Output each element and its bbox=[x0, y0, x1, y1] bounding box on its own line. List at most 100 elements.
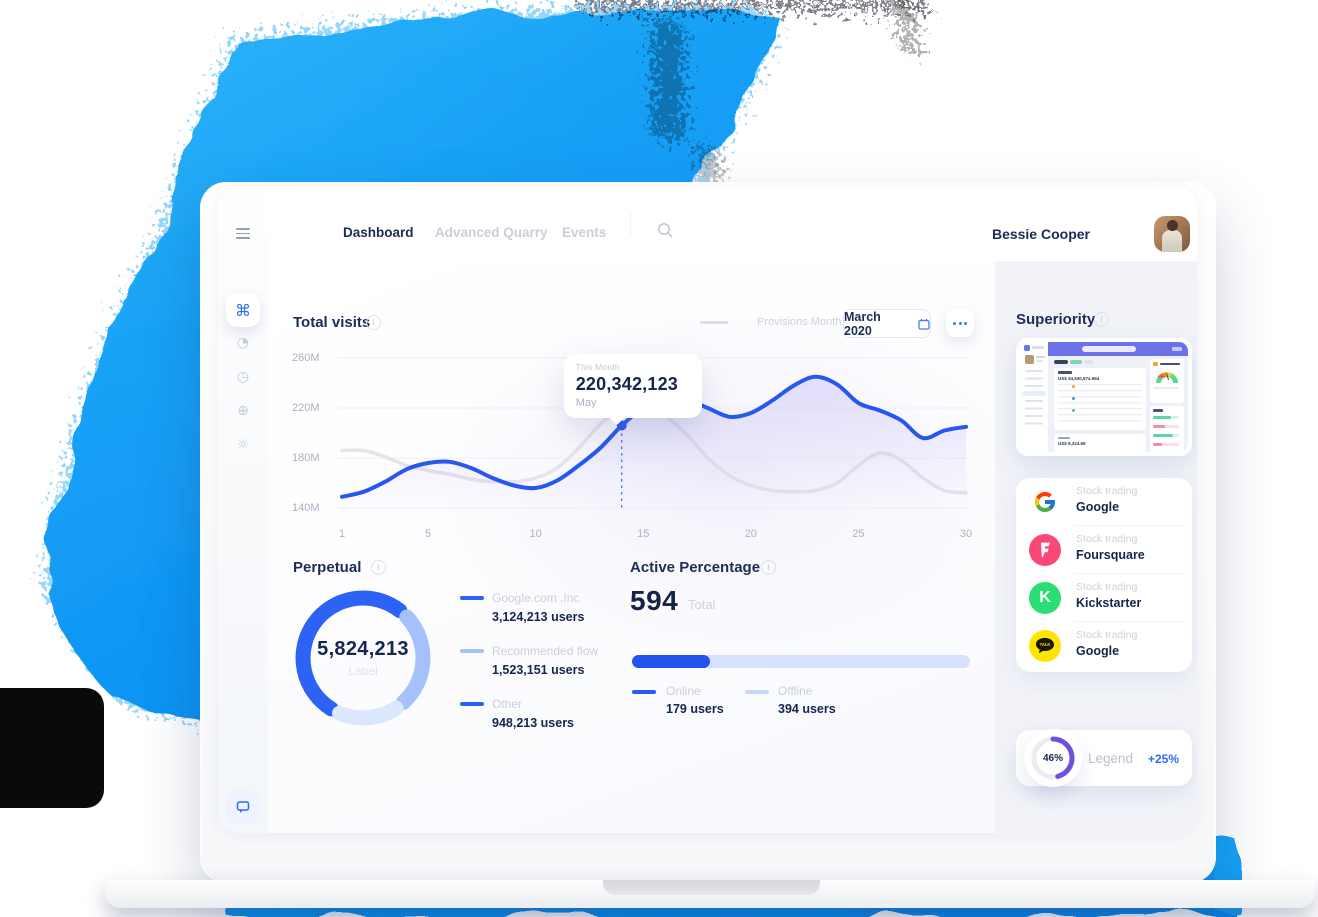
x-axis-tick: 25 bbox=[852, 528, 865, 540]
active-progress-bar[interactable] bbox=[632, 655, 970, 668]
legend-card[interactable]: 46% Legend +25% bbox=[1016, 729, 1192, 787]
month-picker[interactable]: March 2020 bbox=[843, 309, 931, 338]
avatar[interactable] bbox=[1154, 216, 1190, 252]
stock-row-google[interactable]: Stock trading Google bbox=[1016, 478, 1192, 526]
active-total-label: Total bbox=[688, 597, 716, 612]
offline-label: Offline bbox=[778, 684, 813, 698]
active-progress-fill bbox=[632, 655, 710, 668]
laptop-base bbox=[105, 880, 1315, 908]
stock-row-kickstarter[interactable]: K Stock trading Kickstarter bbox=[1016, 574, 1192, 622]
y-axis-tick: 260M bbox=[292, 352, 320, 364]
stock-label: Stock trading bbox=[1076, 629, 1138, 641]
stock-row-foursquare[interactable]: Stock trading Foursquare bbox=[1016, 526, 1192, 574]
legend-progress-ring: 46% bbox=[1030, 735, 1076, 781]
dashboard-window: ⌘ ◔ ◷ ⊕ ☼ Dashboard Advanced Quarry Even… bbox=[218, 187, 1197, 833]
donut-center: 5,824,213 Label bbox=[288, 583, 438, 733]
hamburger-menu-icon[interactable] bbox=[218, 225, 268, 242]
stock-company: Google bbox=[1076, 500, 1120, 514]
sun-icon[interactable]: ☼ bbox=[236, 437, 250, 453]
x-axis-tick: 30 bbox=[959, 528, 973, 540]
active-total: 594 bbox=[630, 585, 679, 616]
legend-swatch bbox=[460, 596, 484, 600]
y-axis-tick: 180M bbox=[292, 452, 320, 464]
svg-text:TALK: TALK bbox=[1040, 642, 1051, 647]
legend-name: Google.com .Inc bbox=[492, 591, 580, 605]
pie-chart-icon[interactable]: ◔ bbox=[236, 335, 250, 351]
globe-icon[interactable]: ⊕ bbox=[237, 403, 249, 419]
tooltip-month: May bbox=[575, 396, 597, 409]
stock-company: Foursquare bbox=[1076, 548, 1145, 562]
legend-percent: 46% bbox=[1042, 752, 1063, 764]
google-logo-icon bbox=[1035, 492, 1055, 512]
legend-value: 3,124,213 users bbox=[492, 610, 585, 624]
legend-name: Other bbox=[492, 697, 523, 711]
tab-dashboard[interactable]: Dashboard bbox=[343, 225, 414, 240]
info-icon[interactable]: i bbox=[761, 560, 776, 575]
stock-company: Kickstarter bbox=[1076, 596, 1142, 610]
x-axis-tick: 20 bbox=[744, 528, 757, 540]
stock-label: Stock trading bbox=[1076, 533, 1138, 545]
donut-total-value: 5,824,213 bbox=[317, 638, 409, 660]
chat-icon bbox=[236, 801, 249, 813]
tooltip-label: This Month bbox=[575, 361, 620, 372]
perpetual-legend-item: Recommended flow 1,523,151 users bbox=[460, 644, 690, 684]
stock-label: Stock trading bbox=[1076, 485, 1138, 497]
perpetual-title: Perpetual bbox=[293, 559, 362, 576]
calendar-icon bbox=[918, 318, 930, 330]
perpetual-donut-chart[interactable]: 5,824,213 Label bbox=[288, 583, 438, 733]
tab-events[interactable]: Events bbox=[562, 225, 607, 240]
command-icon: ⌘ bbox=[235, 300, 251, 320]
legend-value: 948,213 users bbox=[492, 716, 575, 730]
kickstarter-logo-icon: K bbox=[1039, 589, 1051, 606]
total-visits-chart: 140M 180M 220M 260M 1 5 10 15 20 25 30 This Month… bbox=[292, 348, 992, 548]
kakaotalk-logo-icon: TALK bbox=[1035, 637, 1055, 654]
legend-swatch bbox=[460, 649, 484, 653]
offline-swatch bbox=[745, 690, 769, 694]
x-axis-tick: 1 bbox=[338, 528, 346, 540]
more-options-button[interactable] bbox=[946, 309, 974, 337]
perpetual-legend-item: Google.com .Inc 3,124,213 users bbox=[460, 591, 690, 631]
month-picker-value: March 2020 bbox=[844, 309, 881, 338]
stock-label: Stock trading bbox=[1076, 581, 1138, 593]
y-axis-tick: 140M bbox=[292, 502, 320, 514]
y-axis-tick: 220M bbox=[292, 402, 320, 414]
nav-divider bbox=[630, 213, 631, 237]
info-icon[interactable]: i bbox=[366, 315, 381, 330]
thumb-balance: US$ 34,530,574.564 bbox=[1058, 376, 1100, 381]
x-axis-tick: 15 bbox=[637, 528, 650, 540]
superiority-title: Superiority bbox=[1016, 311, 1096, 328]
info-icon[interactable]: i bbox=[371, 560, 386, 575]
chat-button[interactable] bbox=[226, 790, 260, 824]
foursquare-logo-icon bbox=[1041, 542, 1050, 558]
active-percentage-title: Active Percentage bbox=[630, 559, 761, 576]
stock-trading-card: Stock trading Google Stock trading Fours… bbox=[1016, 478, 1192, 672]
tab-advanced-quarry[interactable]: Advanced Quarry bbox=[435, 225, 548, 240]
legend-name: Recommended flow bbox=[492, 644, 599, 658]
offline-users: 394 users bbox=[778, 702, 836, 716]
stock-company: Google bbox=[1076, 644, 1120, 658]
legend-swatch bbox=[460, 702, 484, 706]
user-name[interactable]: Bessie Cooper bbox=[991, 226, 1090, 242]
perpetual-legend-item: Other 948,213 users bbox=[460, 697, 690, 737]
total-visits-title: Total visits bbox=[293, 314, 371, 331]
provisions-legend-swatch bbox=[700, 321, 728, 324]
legend-value: 1,523,151 users bbox=[492, 663, 585, 677]
online-label: Online bbox=[666, 684, 701, 698]
legend-delta: +25% bbox=[1147, 752, 1179, 766]
tooltip-value: 220,342,123 bbox=[575, 373, 679, 394]
sidebar-item-dashboard[interactable]: ⌘ bbox=[226, 293, 260, 327]
search-icon[interactable] bbox=[656, 221, 674, 239]
provisions-legend-label: Provisions Month bbox=[757, 316, 842, 328]
icon-rail: ⌘ ◔ ◷ ⊕ ☼ bbox=[218, 187, 269, 833]
info-icon[interactable]: i bbox=[1094, 312, 1109, 327]
x-axis-tick: 5 bbox=[425, 528, 432, 540]
chart-tooltip: This Month 220,342,123 May bbox=[563, 353, 702, 418]
clock-icon[interactable]: ◷ bbox=[236, 369, 250, 385]
donut-center-label: Label bbox=[348, 664, 378, 678]
stock-row-kakaotalk[interactable]: TALK Stock trading Google bbox=[1016, 622, 1192, 670]
superiority-thumbnail[interactable]: US$ 34,530,574.564 US$ 9,324.69 bbox=[1016, 338, 1192, 456]
x-axis-tick: 10 bbox=[529, 528, 542, 540]
online-swatch bbox=[632, 690, 656, 694]
online-users: 179 users bbox=[666, 702, 724, 716]
